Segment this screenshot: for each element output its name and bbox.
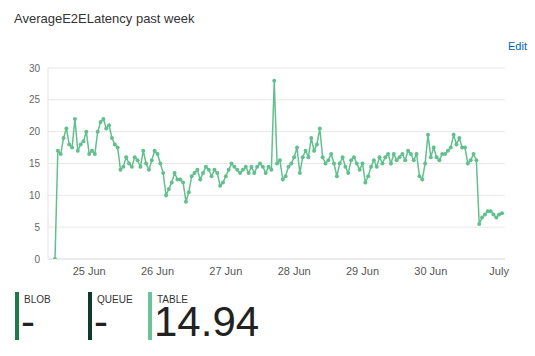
html-text:TABLE: TABLE <box>157 294 188 305</box>
svg-text:0: 0 <box>34 254 40 265</box>
svg-text:15: 15 <box>29 158 41 169</box>
svg-text:5: 5 <box>34 222 40 233</box>
svg-text:20: 20 <box>29 126 41 137</box>
svg-text:29 Jun: 29 Jun <box>346 265 379 277</box>
html-text:BLOB: BLOB <box>24 294 51 305</box>
svg-text:10: 10 <box>29 190 41 201</box>
svg-text:25: 25 <box>29 94 41 105</box>
html-text:Edit: Edit <box>508 40 527 52</box>
svg-text:27 Jun: 27 Jun <box>209 265 242 277</box>
svg-text:25 Jun: 25 Jun <box>73 265 106 277</box>
svg-text:30 Jun: 30 Jun <box>414 265 447 277</box>
svg-text:26 Jun: 26 Jun <box>141 265 174 277</box>
html-text:QUEUE: QUEUE <box>97 294 133 305</box>
svg-text:July: July <box>489 265 509 277</box>
svg-text:30: 30 <box>29 63 41 74</box>
html-text:14.94: 14.94 <box>154 298 260 345</box>
html-text:AverageE2ELatency past week: AverageE2ELatency past week <box>14 11 195 26</box>
svg-text:28 Jun: 28 Jun <box>278 265 311 277</box>
